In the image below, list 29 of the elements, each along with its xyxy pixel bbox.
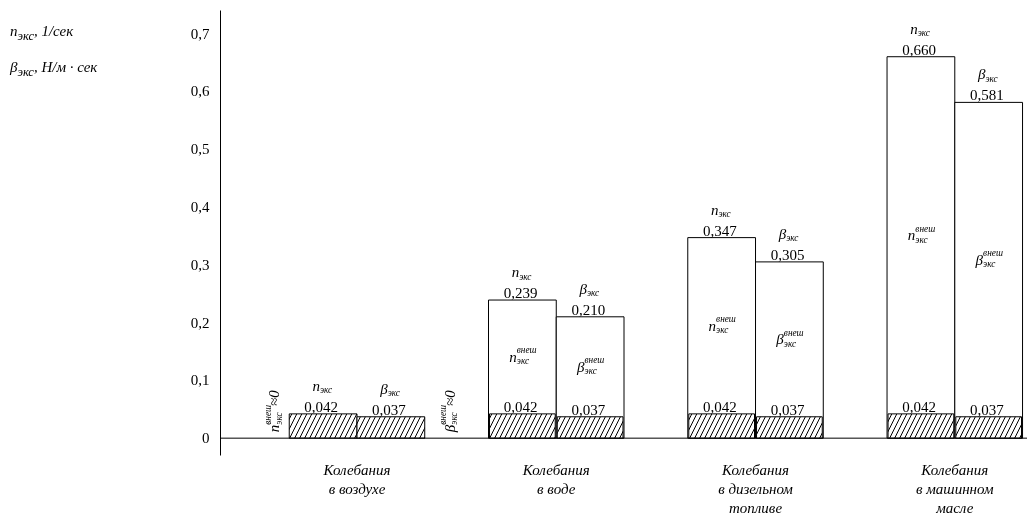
data-label: 0,042 xyxy=(503,398,538,415)
text: n$_{экс}$, 1/сек β$_{экс}$, Н/м · сек xyxy=(10,23,98,79)
data-label: 0,037 xyxy=(969,401,1005,418)
y-tick-label: 0,7 xyxy=(190,25,210,42)
data-label: 0,037 xyxy=(372,401,407,418)
data-label: 0,037 xyxy=(770,401,805,418)
data-label: 0,305 xyxy=(770,246,805,263)
data-label: 0,037 xyxy=(571,401,606,418)
annotation: nвнешэкс≈0 xyxy=(262,389,284,433)
data-label: 0,581 xyxy=(969,87,1004,104)
data-label: 0,660 xyxy=(902,41,936,58)
data-label: 0,042 xyxy=(304,398,339,415)
x-tick-label: Колебания в воздухе xyxy=(322,461,391,497)
annotation: βвнешэкс≈0 xyxy=(437,389,460,434)
y-tick-label: 0,4 xyxy=(190,198,210,215)
y-tick-label: 0,6 xyxy=(190,83,210,100)
data-label: 0,239 xyxy=(503,285,538,302)
x-tick-label: Колебания в дизельном топливе xyxy=(718,461,794,516)
y-tick-label: 0,3 xyxy=(190,256,210,273)
y-tick-label: 0 xyxy=(202,430,210,447)
x-tick-label: Колебания в воде xyxy=(521,461,590,497)
x-tick-label: Колебания в машинном масле xyxy=(916,461,994,516)
data-label: 0,042 xyxy=(702,398,737,415)
y-tick-label: 0,1 xyxy=(190,372,210,389)
data-label: 0,210 xyxy=(571,301,606,318)
y-tick-label: 0,5 xyxy=(190,141,210,158)
y-tick-label: 0,2 xyxy=(190,314,210,331)
data-label: 0,347 xyxy=(702,222,738,239)
data-label: 0,042 xyxy=(902,398,936,415)
